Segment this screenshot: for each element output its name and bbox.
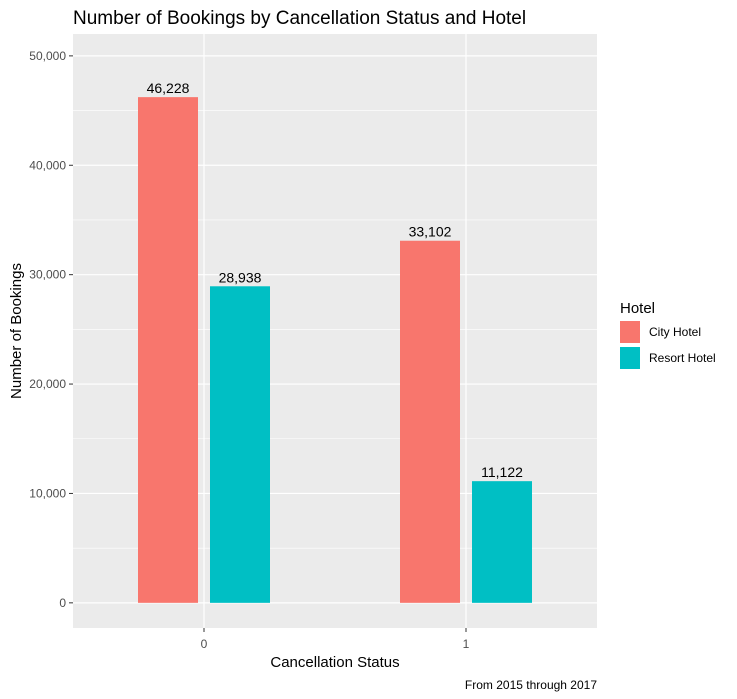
chart-title: Number of Bookings by Cancellation Statu… <box>73 8 526 29</box>
bar-data-label: 33,102 <box>409 224 452 240</box>
x-tick-label: 0 <box>201 637 208 651</box>
bar <box>472 481 532 603</box>
y-axis-title: Number of Bookings <box>8 263 25 399</box>
bar-data-label: 28,938 <box>219 269 262 285</box>
y-tick-label: 20,000 <box>29 377 66 391</box>
legend: Hotel City Hotel Resort Hotel <box>620 300 716 369</box>
y-axis: 0 10,000 20,000 30,000 40,000 50,000 <box>29 49 73 610</box>
y-tick-label: 30,000 <box>29 268 66 282</box>
legend-swatch <box>620 347 640 369</box>
chart-caption: From 2015 through 2017 <box>465 678 597 692</box>
x-tick-label: 1 <box>463 637 470 651</box>
y-tick-label: 40,000 <box>29 158 66 172</box>
bar <box>138 97 198 603</box>
legend-swatch <box>620 321 640 343</box>
bar-data-label: 11,122 <box>481 464 523 480</box>
bar <box>210 286 270 603</box>
data-labels: 46,228 33,102 28,938 11,122 <box>147 80 524 480</box>
y-tick-label: 50,000 <box>29 49 66 63</box>
y-tick-label: 0 <box>59 596 66 610</box>
bar-data-label: 46,228 <box>147 80 190 96</box>
bar <box>400 240 460 603</box>
legend-label: City Hotel <box>649 325 701 339</box>
x-axis-title: Cancellation Status <box>270 654 399 671</box>
legend-label: Resort Hotel <box>649 351 716 365</box>
y-tick-label: 10,000 <box>29 486 66 500</box>
bars <box>138 97 532 603</box>
legend-title: Hotel <box>620 300 655 317</box>
